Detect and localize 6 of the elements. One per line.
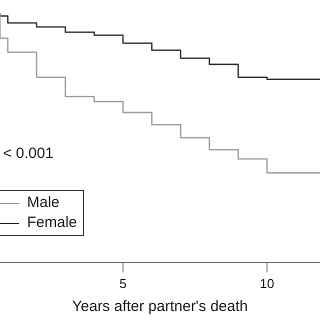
x-tick-label: 5: [119, 276, 127, 291]
x-axis-title: Years after partner's death: [72, 298, 248, 316]
annotation: < 0.001: [3, 145, 54, 162]
legend-label: Female: [27, 213, 78, 233]
legend-label: Male: [27, 193, 60, 213]
x-tick-label: 10: [260, 276, 274, 291]
